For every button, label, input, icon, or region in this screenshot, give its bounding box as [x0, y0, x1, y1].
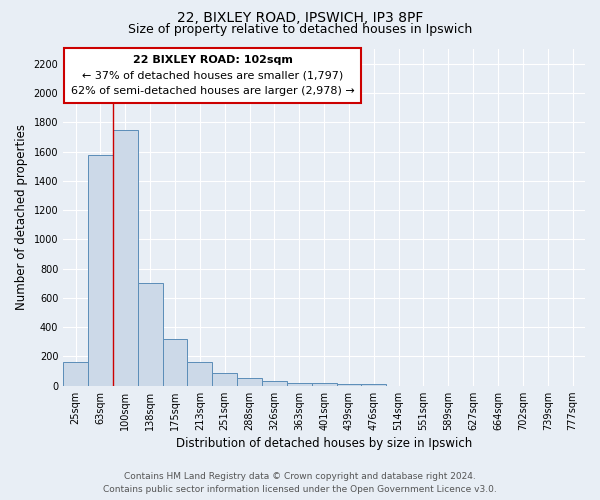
Text: Contains HM Land Registry data © Crown copyright and database right 2024.
Contai: Contains HM Land Registry data © Crown c…: [103, 472, 497, 494]
Bar: [337, 384, 361, 386]
Bar: [63, 362, 88, 386]
Bar: [187, 362, 212, 386]
Y-axis label: Number of detached properties: Number of detached properties: [15, 124, 28, 310]
Bar: [262, 382, 287, 386]
Bar: [212, 374, 237, 386]
FancyBboxPatch shape: [64, 48, 361, 104]
Text: 22, BIXLEY ROAD, IPSWICH, IP3 8PF: 22, BIXLEY ROAD, IPSWICH, IP3 8PF: [177, 12, 423, 26]
Bar: [88, 154, 113, 386]
Bar: [237, 378, 262, 386]
Bar: [113, 130, 138, 386]
Text: Size of property relative to detached houses in Ipswich: Size of property relative to detached ho…: [128, 22, 472, 36]
Bar: [163, 339, 187, 386]
Text: 22 BIXLEY ROAD: 102sqm: 22 BIXLEY ROAD: 102sqm: [133, 55, 292, 65]
Text: ← 37% of detached houses are smaller (1,797): ← 37% of detached houses are smaller (1,…: [82, 70, 343, 81]
Bar: [287, 383, 311, 386]
Bar: [311, 384, 337, 386]
Bar: [361, 384, 386, 386]
Bar: [138, 284, 163, 386]
Text: 62% of semi-detached houses are larger (2,978) →: 62% of semi-detached houses are larger (…: [71, 86, 355, 96]
X-axis label: Distribution of detached houses by size in Ipswich: Distribution of detached houses by size …: [176, 437, 472, 450]
